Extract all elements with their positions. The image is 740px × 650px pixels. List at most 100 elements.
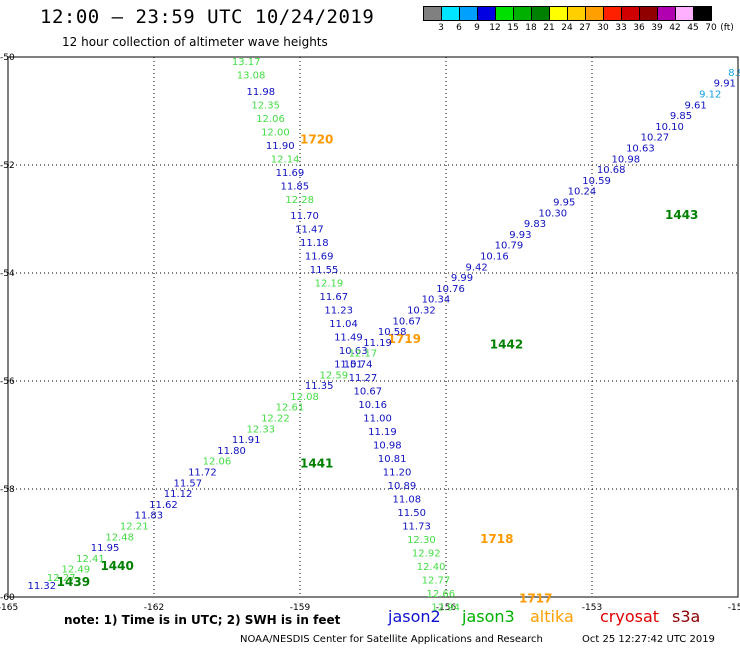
wave-height-label: 11.19 bbox=[368, 427, 397, 438]
time-label: 1442 bbox=[490, 338, 523, 352]
wave-height-label: 11.91 bbox=[232, 435, 261, 446]
wave-height-label: 12.00 bbox=[261, 127, 290, 138]
wave-height-label: 10.89 bbox=[388, 481, 417, 492]
wave-height-label: 9.93 bbox=[509, 230, 531, 241]
wave-height-label: 11.23 bbox=[324, 306, 353, 317]
lat-tick-label: -54 bbox=[0, 269, 15, 279]
color-legend bbox=[423, 6, 712, 21]
wave-height-label: 10.24 bbox=[568, 187, 597, 198]
wave-height-label: 11.51 bbox=[334, 360, 363, 371]
wave-height-label: 11.62 bbox=[149, 500, 178, 511]
wave-height-label: 11.85 bbox=[281, 181, 310, 192]
legend-label: 45 bbox=[687, 23, 699, 33]
legend-label: 3 bbox=[438, 23, 444, 33]
wave-height-label: 13.08 bbox=[237, 71, 266, 82]
satellite-label-jason3: jason3 bbox=[462, 607, 515, 626]
wave-height-label: 12.33 bbox=[246, 424, 275, 435]
wave-height-label: 10.58 bbox=[378, 327, 407, 338]
wave-height-label: 11.04 bbox=[329, 319, 358, 330]
legend-label: 6 bbox=[456, 23, 462, 33]
legend-label: 27 bbox=[579, 23, 591, 33]
wave-height-label: 11.20 bbox=[383, 468, 412, 479]
lon-tick-label: -153 bbox=[582, 603, 602, 613]
units-note: note: 1) Time is in UTC; 2) SWH is in fe… bbox=[64, 613, 341, 627]
lat-tick-label: -58 bbox=[0, 485, 15, 495]
time-label: 1718 bbox=[480, 532, 513, 546]
wave-height-label: 11.49 bbox=[334, 333, 363, 344]
legend-label: 9 bbox=[474, 23, 480, 33]
wave-height-label: 9.95 bbox=[553, 198, 575, 209]
wave-height-label: 12.14 bbox=[271, 154, 300, 165]
legend-label: 70 bbox=[705, 23, 717, 33]
wave-height-label: 9.61 bbox=[684, 100, 706, 111]
wave-height-label: 10.79 bbox=[495, 241, 524, 252]
wave-height-label: 11.57 bbox=[173, 478, 202, 489]
lat-tick-label: -56 bbox=[0, 377, 15, 387]
wave-height-label: 10.30 bbox=[538, 208, 567, 219]
wave-height-label: 11.47 bbox=[295, 225, 324, 236]
legend-unit: (ft) bbox=[720, 23, 734, 33]
wave-height-label: 13.17 bbox=[232, 57, 261, 68]
generated-date: Oct 25 12:27:42 UTC 2019 bbox=[582, 634, 715, 645]
wave-height-label: 11.19 bbox=[363, 338, 392, 349]
wave-height-label: 10.98 bbox=[373, 441, 402, 452]
lon-tick-label: -159 bbox=[290, 603, 311, 613]
wave-height-label: 9.85 bbox=[670, 111, 692, 122]
lon-tick-label: -156 bbox=[436, 603, 457, 613]
satellite-label-s3a: s3a bbox=[672, 607, 701, 626]
legend-label: 33 bbox=[615, 23, 627, 33]
lat-tick-label: -60 bbox=[0, 593, 15, 603]
wave-height-label: 11.90 bbox=[266, 141, 295, 152]
time-label: 1719 bbox=[388, 332, 421, 346]
map-title: 12:00 – 23:59 UTC 10/24/2019 bbox=[40, 6, 375, 28]
wave-height-label: 10.67 bbox=[354, 387, 383, 398]
wave-height-label: 10.59 bbox=[582, 176, 611, 187]
wave-height-label: 12.21 bbox=[120, 522, 149, 533]
wave-height-label: 12.06 bbox=[203, 457, 232, 468]
wave-height-label: 10.32 bbox=[407, 306, 436, 317]
wave-height-label: 12.77 bbox=[422, 576, 451, 587]
wave-height-label: 9.12 bbox=[699, 90, 721, 101]
wave-height-label: 11.95 bbox=[91, 543, 120, 554]
wave-height-label: 11.83 bbox=[135, 511, 164, 522]
wave-height-label: 11.69 bbox=[305, 252, 334, 263]
wave-height-label: 10.34 bbox=[422, 295, 451, 306]
map-frame bbox=[7, 56, 739, 598]
wave-height-label: 12.66 bbox=[427, 589, 456, 600]
time-label: 1720 bbox=[300, 132, 333, 146]
legend-label: 15 bbox=[507, 23, 519, 33]
wave-height-label: 12.92 bbox=[412, 549, 441, 560]
legend-swatch bbox=[693, 6, 712, 21]
wave-height-label: 12.40 bbox=[417, 562, 446, 573]
wave-height-label: 12.61 bbox=[276, 403, 305, 414]
wave-height-label: 10.16 bbox=[358, 400, 387, 411]
legend-label: 39 bbox=[651, 23, 663, 33]
wave-height-label: 11.50 bbox=[397, 508, 426, 519]
lat-tick-label: -52 bbox=[0, 161, 15, 171]
credit-text: NOAA/NESDIS Center for Satellite Applica… bbox=[240, 634, 543, 645]
time-label: 1441 bbox=[300, 456, 333, 470]
wave-height-label: 10.81 bbox=[378, 454, 407, 465]
wave-height-label: 10.27 bbox=[641, 133, 670, 144]
wave-height-label: 11.18 bbox=[300, 238, 329, 249]
wave-height-label: 11.80 bbox=[217, 446, 246, 457]
wave-height-label: 11.00 bbox=[363, 414, 392, 425]
wave-height-label: 12.28 bbox=[285, 195, 314, 206]
lat-tick-label: -50 bbox=[0, 53, 15, 63]
wave-height-label: 9.99 bbox=[451, 273, 473, 284]
wave-height-label: 9.83 bbox=[524, 219, 546, 230]
wave-height-label: 11.72 bbox=[188, 468, 217, 479]
wave-height-label: 8.99 bbox=[728, 68, 740, 79]
wave-height-label: 10.63 bbox=[626, 144, 655, 155]
satellite-label-jason2: jason2 bbox=[388, 607, 441, 626]
wave-height-label: 11.98 bbox=[246, 87, 275, 98]
wave-height-label: 11.67 bbox=[319, 292, 348, 303]
wave-height-label: 12.35 bbox=[251, 100, 280, 111]
wave-height-label: 11.12 bbox=[164, 489, 193, 500]
legend-label: 42 bbox=[669, 23, 681, 33]
wave-height-label: 12.27 bbox=[47, 573, 76, 584]
map-subtitle: 12 hour collection of altimeter wave hei… bbox=[62, 35, 328, 49]
wave-height-label: 12.59 bbox=[319, 370, 348, 381]
satellite-label-cryosat: cryosat bbox=[600, 607, 660, 626]
legend-label: 36 bbox=[633, 23, 645, 33]
